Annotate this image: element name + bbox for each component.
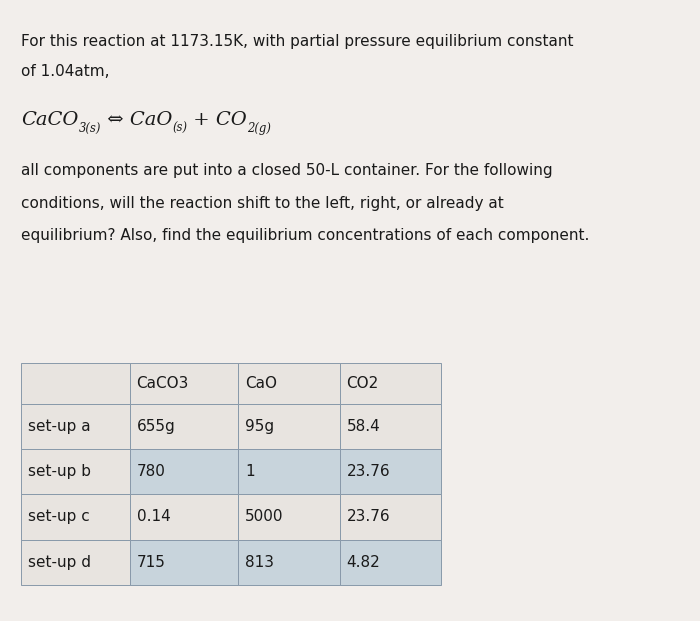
Text: CaO: CaO: [245, 376, 277, 391]
Text: 813: 813: [245, 555, 274, 570]
Text: of 1.04atm,: of 1.04atm,: [21, 64, 109, 79]
Bar: [340, 494, 441, 540]
Text: set-up c: set-up c: [28, 509, 90, 525]
Text: conditions, will the reaction shift to the left, right, or already at: conditions, will the reaction shift to t…: [21, 196, 504, 211]
Bar: [238, 363, 340, 404]
Bar: [21, 363, 130, 404]
Text: For this reaction at 1173.15K, with partial pressure equilibrium constant: For this reaction at 1173.15K, with part…: [21, 34, 573, 49]
Bar: [21, 404, 130, 449]
Bar: [130, 540, 238, 585]
Bar: [340, 540, 441, 585]
Text: 0.14: 0.14: [136, 509, 170, 525]
Text: 23.76: 23.76: [346, 509, 390, 525]
Bar: [130, 404, 238, 449]
Bar: [21, 449, 130, 494]
Bar: [340, 404, 441, 449]
Bar: [238, 404, 340, 449]
Text: 655g: 655g: [136, 419, 175, 434]
Bar: [238, 540, 340, 585]
Bar: [130, 494, 238, 540]
Text: CaCO: CaCO: [21, 111, 78, 129]
Text: 4.82: 4.82: [346, 555, 380, 570]
Bar: [340, 363, 441, 404]
Text: set-up b: set-up b: [28, 464, 91, 479]
Text: ⇔ CaO: ⇔ CaO: [101, 111, 172, 129]
Bar: [130, 449, 238, 494]
Text: all components are put into a closed 50-L container. For the following: all components are put into a closed 50-…: [21, 163, 552, 178]
Text: set-up a: set-up a: [28, 419, 90, 434]
Bar: [238, 449, 340, 494]
Text: set-up d: set-up d: [28, 555, 91, 570]
Text: + CO: + CO: [187, 111, 247, 129]
Text: CaCO3: CaCO3: [136, 376, 189, 391]
Text: CO2: CO2: [346, 376, 379, 391]
Text: 5000: 5000: [245, 509, 284, 525]
Text: 23.76: 23.76: [346, 464, 390, 479]
Text: 1: 1: [245, 464, 255, 479]
Text: 3(s): 3(s): [78, 122, 101, 135]
Bar: [21, 494, 130, 540]
Text: 2(g): 2(g): [247, 122, 271, 135]
Text: 715: 715: [136, 555, 165, 570]
Text: 780: 780: [136, 464, 165, 479]
Text: (s): (s): [172, 122, 187, 135]
Bar: [238, 494, 340, 540]
Bar: [340, 449, 441, 494]
Text: 58.4: 58.4: [346, 419, 380, 434]
Bar: [130, 363, 238, 404]
Text: equilibrium? Also, find the equilibrium concentrations of each component.: equilibrium? Also, find the equilibrium …: [21, 228, 589, 243]
Text: 95g: 95g: [245, 419, 274, 434]
Bar: [21, 540, 130, 585]
